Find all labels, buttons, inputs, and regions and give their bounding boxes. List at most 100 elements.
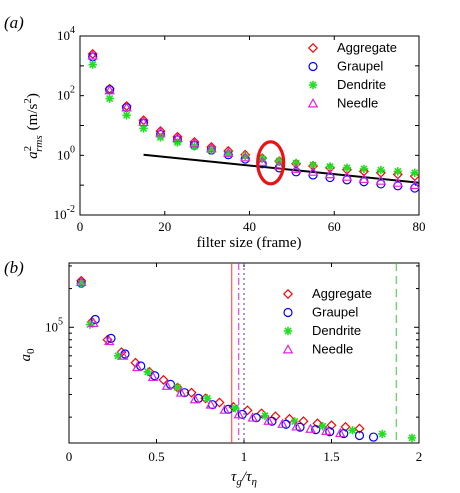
legend-label-needle: Needle bbox=[312, 342, 353, 357]
panel-b-xlabel-sub: g bbox=[236, 476, 242, 488]
data-point-graupel bbox=[281, 419, 291, 429]
data-point-dendrite-stroke bbox=[231, 404, 239, 412]
data-point-dendrite bbox=[342, 163, 352, 173]
data-point-dendrite-stroke bbox=[348, 426, 357, 434]
x-tick-label: 2 bbox=[416, 449, 423, 464]
y-tick-label-exp: -2 bbox=[67, 204, 75, 215]
data-point-aggregate bbox=[326, 420, 337, 431]
data-point-graupel bbox=[295, 422, 305, 432]
data-point-graupel bbox=[120, 349, 130, 359]
data-point-needle bbox=[161, 380, 173, 390]
panel-a-highlight-ellipse bbox=[256, 140, 286, 186]
legend-label-graupel: Graupel bbox=[337, 59, 383, 74]
data-point-dendrite-stroke bbox=[123, 111, 131, 119]
data-point-dendrite bbox=[376, 165, 386, 175]
data-point-dendrite-stroke bbox=[106, 94, 114, 103]
panel-a-ylabel-unit-end: ) bbox=[25, 93, 41, 98]
data-point-dendrite bbox=[122, 111, 131, 120]
data-point-dendrite bbox=[410, 168, 419, 177]
legend-label-aggregate: Aggregate bbox=[337, 40, 397, 55]
y-tick-label-base: 10 bbox=[45, 319, 58, 334]
legend-marker-needle bbox=[307, 98, 319, 108]
legend-marker-aggregate bbox=[282, 288, 294, 300]
data-point-dendrite-stroke bbox=[89, 61, 97, 69]
data-point-graupel bbox=[339, 429, 349, 439]
data-point-graupel bbox=[368, 432, 379, 442]
data-point-dendrite-stroke bbox=[377, 166, 385, 174]
panel-b-legend: Aggregate Graupel Dendrite Needle bbox=[282, 286, 372, 357]
y-tick-label-exp: 4 bbox=[70, 25, 75, 36]
data-point-needle bbox=[324, 168, 336, 179]
data-point-needle bbox=[189, 138, 200, 148]
y-tick-label-exp: 0 bbox=[70, 144, 75, 155]
panel-a-ylabel-unit-sup: 2 bbox=[22, 98, 34, 104]
data-point-needle bbox=[88, 317, 99, 327]
data-point-dendrite bbox=[318, 422, 327, 431]
data-point-dendrite-stroke bbox=[291, 417, 299, 426]
data-point-dendrite bbox=[393, 167, 403, 176]
data-point-needle bbox=[291, 421, 302, 431]
data-point-aggregate bbox=[354, 423, 365, 434]
data-point-dendrite bbox=[407, 433, 417, 443]
data-point-needle bbox=[375, 175, 387, 185]
data-point-needle bbox=[76, 276, 87, 286]
legend-marker-dendrite bbox=[308, 80, 318, 90]
panel-a-ylabel-sub: rms bbox=[33, 135, 45, 152]
data-point-graupel bbox=[90, 314, 100, 325]
data-point-dendrite bbox=[359, 164, 369, 174]
data-point-dendrite bbox=[143, 367, 152, 377]
data-point-graupel bbox=[251, 413, 261, 423]
data-point-needle bbox=[273, 160, 285, 170]
data-point-needle bbox=[358, 173, 370, 184]
data-point-dendrite-stroke bbox=[203, 394, 211, 402]
legend-label-aggregate: Aggregate bbox=[312, 286, 372, 301]
panel-b-xlabel-base: τ bbox=[231, 469, 237, 485]
panel-b-data-points bbox=[76, 275, 417, 443]
data-point-needle bbox=[247, 412, 258, 422]
legend-marker-dendrite-stroke bbox=[309, 81, 317, 89]
data-point-dendrite bbox=[378, 429, 387, 439]
data-point-needle bbox=[409, 179, 420, 190]
data-point-dendrite-stroke bbox=[319, 422, 327, 430]
data-point-dendrite-stroke bbox=[411, 169, 419, 177]
data-point-dendrite bbox=[105, 94, 114, 103]
data-point-needle bbox=[155, 127, 166, 137]
data-point-dendrite bbox=[291, 158, 301, 168]
legend-marker-graupel bbox=[283, 307, 293, 318]
legend-marker-graupel bbox=[308, 61, 318, 72]
legend-label-dendrite: Dendrite bbox=[337, 77, 386, 92]
data-point-needle bbox=[104, 335, 115, 346]
legend-label-needle: Needle bbox=[337, 96, 378, 111]
data-point-needle bbox=[206, 143, 217, 153]
data-point-dendrite-stroke bbox=[309, 161, 317, 169]
panel-b-label: (b) bbox=[4, 258, 24, 277]
x-tick-label: 80 bbox=[413, 219, 426, 234]
y-tick-label: 10-2 bbox=[54, 204, 75, 222]
data-point-needle bbox=[219, 404, 230, 414]
panel-a-data-points bbox=[87, 48, 420, 193]
data-point-needle bbox=[233, 408, 244, 419]
y-tick-label: 100 bbox=[57, 144, 75, 162]
x-tick-label: 0 bbox=[66, 449, 73, 464]
panel-a-label: (a) bbox=[4, 13, 24, 32]
data-point-needle bbox=[263, 415, 274, 425]
data-point-dendrite-stroke bbox=[261, 412, 269, 420]
legend-marker-dendrite bbox=[283, 326, 293, 336]
x-tick-label: 40 bbox=[243, 219, 256, 234]
data-point-graupel bbox=[325, 427, 335, 437]
data-point-graupel bbox=[267, 416, 277, 426]
panel-a-ylabel-base: a bbox=[25, 151, 41, 159]
panel-b-y-axis-label: a0 bbox=[18, 348, 37, 362]
data-point-needle bbox=[277, 418, 288, 428]
panel-b-ticks: 0 0.5 1 1.5 2 105 bbox=[45, 263, 422, 464]
data-point-needle bbox=[175, 387, 187, 397]
data-point-dendrite-stroke bbox=[343, 164, 351, 172]
y-tick-label-base: 10 bbox=[54, 207, 67, 222]
data-point-needle bbox=[305, 423, 316, 433]
data-point-dendrite bbox=[173, 138, 182, 147]
data-point-aggregate bbox=[312, 418, 323, 429]
data-point-graupel bbox=[237, 409, 247, 420]
y-tick-label: 105 bbox=[45, 316, 63, 334]
